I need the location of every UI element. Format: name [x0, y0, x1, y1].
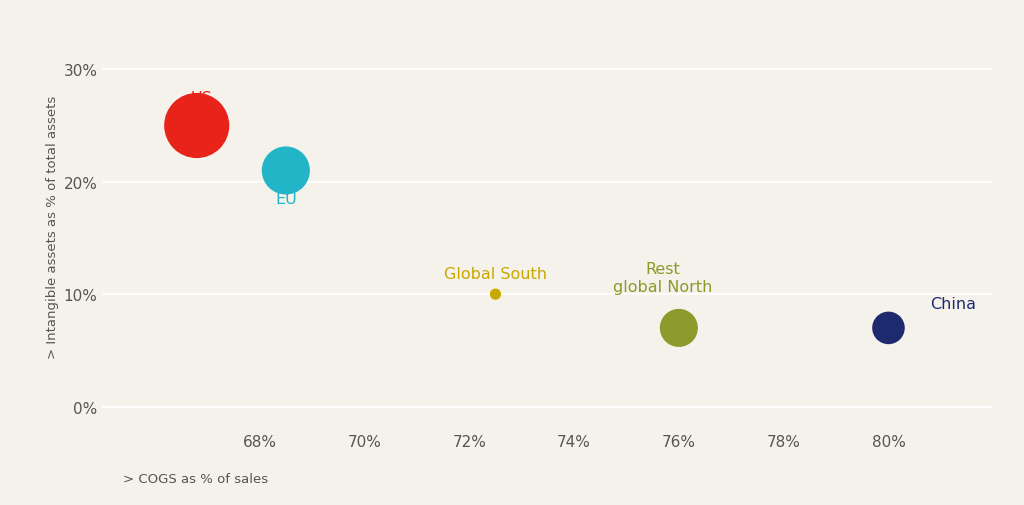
Point [278, 167, 294, 175]
Text: Global South: Global South [444, 266, 547, 281]
Point [487, 290, 504, 298]
Y-axis label: > Intangible assets as % of total assets: > Intangible assets as % of total assets [46, 96, 59, 359]
Text: EU: EU [274, 191, 297, 207]
Point [881, 324, 897, 332]
Text: > COGS as % of sales: > COGS as % of sales [123, 472, 268, 485]
Point [188, 122, 205, 130]
Text: Rest
global North: Rest global North [613, 261, 713, 294]
Text: China: China [931, 296, 977, 312]
Text: US: US [191, 91, 213, 106]
Point [671, 324, 687, 332]
